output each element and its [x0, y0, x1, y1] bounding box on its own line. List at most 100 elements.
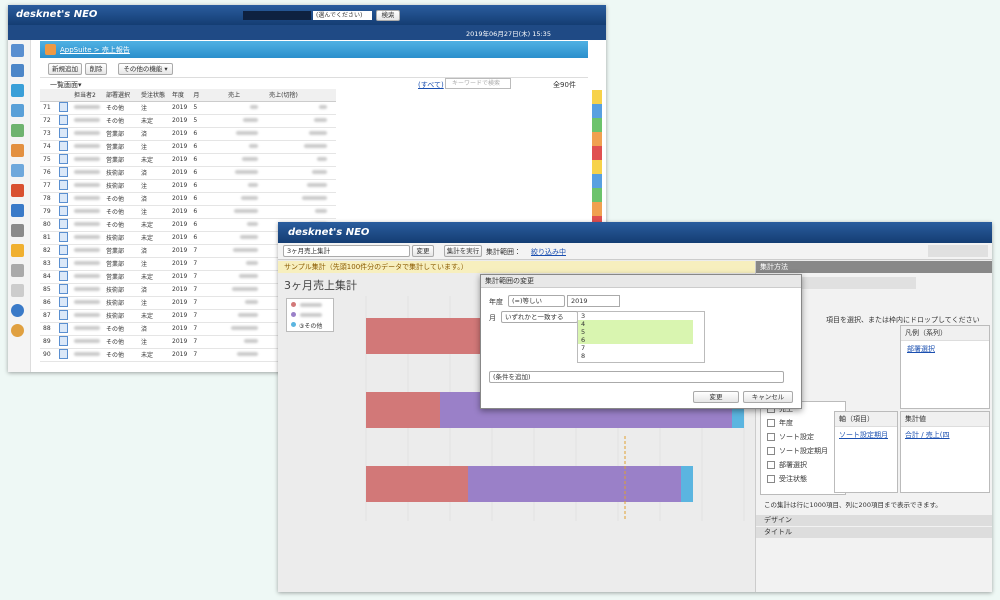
- month-option[interactable]: 8: [578, 352, 693, 360]
- app-icon[interactable]: [11, 264, 24, 277]
- field-item[interactable]: ソート設定: [761, 430, 845, 444]
- person-cell: [71, 153, 103, 167]
- cancel-button[interactable]: キャンセル: [743, 391, 793, 403]
- detail-icon[interactable]: [59, 270, 68, 281]
- month-cell: 6: [190, 179, 226, 193]
- app-icon[interactable]: [11, 64, 24, 77]
- field-checkbox[interactable]: [767, 433, 775, 441]
- title-section[interactable]: タイトル: [756, 527, 992, 538]
- year-operator[interactable]: (=)等しい: [508, 295, 565, 307]
- app-icon[interactable]: [11, 164, 24, 177]
- month-option[interactable]: 6: [578, 336, 693, 344]
- department-cell: 営業部: [103, 153, 139, 167]
- field-checkbox[interactable]: [767, 447, 775, 455]
- month-option[interactable]: 3: [578, 312, 693, 320]
- breadcrumb[interactable]: AppSuite > 売上報告: [60, 46, 130, 54]
- search-input[interactable]: [243, 11, 311, 20]
- filter-all[interactable]: (すべて): [418, 81, 444, 89]
- detail-icon[interactable]: [59, 296, 68, 307]
- app-icon[interactable]: [11, 104, 24, 117]
- help-icon[interactable]: [11, 304, 24, 317]
- field-label[interactable]: ソート設定: [779, 433, 814, 441]
- detail-icon[interactable]: [59, 218, 68, 229]
- add-button[interactable]: 新規追加: [48, 63, 82, 75]
- design-section[interactable]: デザイン: [756, 515, 992, 526]
- ok-button[interactable]: 変更: [693, 391, 739, 403]
- field-list[interactable]: 売上年度ソート設定ソート設定期月 部署選択受注状態: [760, 401, 846, 495]
- report-select[interactable]: 3ヶ月売上集計: [283, 245, 410, 257]
- change-button[interactable]: 変更: [412, 245, 434, 257]
- app-icon[interactable]: [11, 44, 24, 57]
- app-icon[interactable]: [11, 204, 24, 217]
- field-item[interactable]: 部署選択: [761, 458, 845, 472]
- keyword-search[interactable]: キーワードで検索: [445, 78, 511, 89]
- field-label[interactable]: 売上: [779, 405, 793, 413]
- app-icon[interactable]: [11, 84, 24, 97]
- run-button[interactable]: 集計を実行: [444, 245, 482, 257]
- detail-icon[interactable]: [59, 257, 68, 268]
- month-option[interactable]: 7: [578, 344, 693, 352]
- row-icon: [56, 270, 71, 284]
- search-button[interactable]: 検索: [376, 10, 400, 21]
- field-item[interactable]: ソート設定期月: [761, 444, 845, 458]
- month-cell: 6: [190, 192, 226, 206]
- more-button[interactable]: その他の機能 ▾: [118, 63, 173, 75]
- add-condition[interactable]: (条件を追加): [489, 371, 784, 383]
- detail-icon[interactable]: [59, 192, 68, 203]
- search-select[interactable]: (選んでください): [313, 11, 372, 20]
- detail-icon[interactable]: [59, 127, 68, 138]
- status-cell: 未定: [138, 348, 170, 362]
- field-label[interactable]: 受注状態: [779, 475, 807, 483]
- detail-icon[interactable]: [59, 348, 68, 359]
- chart-type-icons[interactable]: [776, 277, 916, 289]
- detail-icon[interactable]: [59, 309, 68, 320]
- detail-icon[interactable]: [59, 205, 68, 216]
- row-icon: [56, 296, 71, 310]
- detail-icon[interactable]: [59, 179, 68, 190]
- column-header: 部署選択: [103, 89, 139, 102]
- detail-icon[interactable]: [59, 166, 68, 177]
- axis-field[interactable]: ソート設定期月: [839, 431, 888, 439]
- detail-icon[interactable]: [59, 140, 68, 151]
- field-label[interactable]: 年度: [779, 419, 793, 427]
- year-value[interactable]: 2019: [567, 295, 620, 307]
- detail-icon[interactable]: [59, 283, 68, 294]
- field-item[interactable]: 年度: [761, 416, 845, 430]
- row-number: 87: [40, 309, 56, 323]
- month-option[interactable]: 4: [578, 320, 693, 328]
- field-checkbox[interactable]: [767, 419, 775, 427]
- value-field[interactable]: 合計 / 売上(四: [905, 431, 950, 439]
- app-icon[interactable]: [11, 324, 24, 337]
- month-operator[interactable]: いずれかと一致する: [501, 311, 578, 323]
- toolbar-icons[interactable]: [928, 245, 988, 257]
- side-tabs[interactable]: [592, 90, 602, 230]
- month-option[interactable]: 5: [578, 328, 693, 336]
- field-checkbox[interactable]: [767, 461, 775, 469]
- detail-icon[interactable]: [59, 153, 68, 164]
- app-icon[interactable]: [11, 284, 24, 297]
- filter-link[interactable]: 絞り込み中: [531, 248, 566, 256]
- row-icon: [56, 166, 71, 180]
- field-checkbox[interactable]: [767, 475, 775, 483]
- detail-icon[interactable]: [59, 335, 68, 346]
- app-icon[interactable]: [11, 184, 24, 197]
- app-icon[interactable]: [11, 124, 24, 137]
- month-cell: 6: [190, 127, 226, 141]
- detail-icon[interactable]: [59, 114, 68, 125]
- app-icon[interactable]: [11, 144, 24, 157]
- view-select[interactable]: 一覧画面▾: [50, 81, 82, 89]
- field-label[interactable]: ソート設定期月: [779, 447, 828, 455]
- month-cell: 6: [190, 231, 226, 245]
- year-cell: 2019: [169, 140, 191, 154]
- field-item[interactable]: 受注状態: [761, 472, 845, 486]
- detail-icon[interactable]: [59, 231, 68, 242]
- field-label[interactable]: 部署選択: [779, 461, 807, 469]
- legend-field[interactable]: 部署選択: [907, 345, 935, 353]
- delete-button[interactable]: 削除: [85, 63, 107, 75]
- app-icon[interactable]: [11, 224, 24, 237]
- detail-icon[interactable]: [59, 322, 68, 333]
- detail-icon[interactable]: [59, 244, 68, 255]
- month-cell: 6: [190, 205, 226, 219]
- app-icon[interactable]: [11, 244, 24, 257]
- detail-icon[interactable]: [59, 101, 68, 112]
